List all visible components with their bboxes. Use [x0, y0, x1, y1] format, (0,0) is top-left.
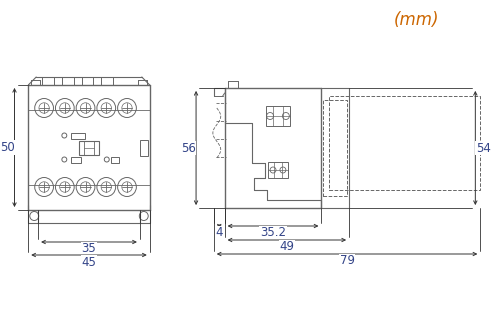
- Text: 49: 49: [280, 241, 294, 254]
- Text: 54: 54: [476, 141, 490, 154]
- Bar: [110, 157, 118, 162]
- Bar: [266, 106, 290, 126]
- Bar: [324, 100, 347, 196]
- Text: 45: 45: [82, 255, 96, 268]
- Bar: [268, 162, 288, 178]
- Text: 4: 4: [216, 227, 223, 240]
- Bar: [79, 140, 99, 154]
- Text: 79: 79: [340, 255, 354, 268]
- Bar: [71, 157, 81, 162]
- Text: 35: 35: [82, 242, 96, 255]
- Bar: [140, 140, 147, 156]
- Text: 56: 56: [180, 141, 196, 154]
- Bar: [71, 132, 85, 139]
- Text: (mm): (mm): [394, 11, 439, 29]
- Bar: [330, 96, 480, 190]
- Text: 50: 50: [0, 141, 15, 154]
- Text: 35.2: 35.2: [260, 227, 286, 240]
